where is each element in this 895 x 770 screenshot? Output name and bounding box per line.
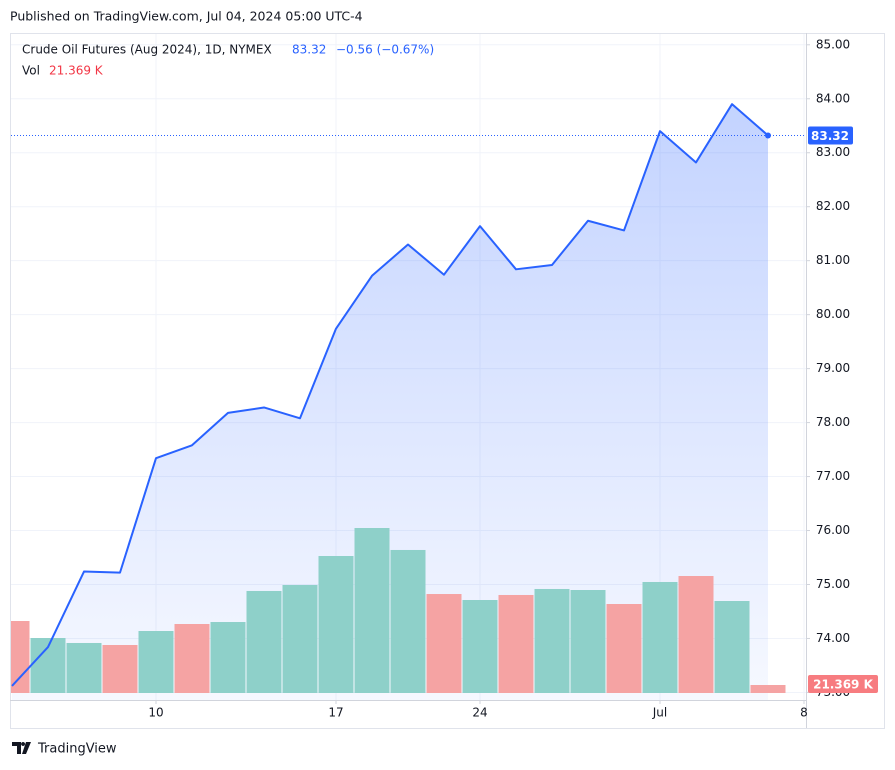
volume-bar [462, 599, 498, 693]
price-line [11, 103, 769, 687]
axes: 73.0074.0075.0076.0077.0078.0079.0080.00… [148, 37, 878, 720]
chart-border [10, 33, 885, 729]
volume-bar [66, 642, 102, 693]
y-tick-label: 74.00 [816, 631, 850, 645]
legend-change: −0.56 (−0.67%) [336, 43, 434, 57]
y-tick-label: 78.00 [816, 415, 850, 429]
published-note: Published on TradingView.com, Jul 04, 20… [10, 9, 363, 24]
last-price-dot [765, 132, 771, 139]
volume-bar [174, 623, 210, 693]
y-tick-label: 85.00 [816, 37, 850, 51]
plot-area [11, 103, 806, 700]
last-price-label: 83.32 [811, 129, 849, 143]
y-tick-label: 76.00 [816, 523, 850, 537]
legend-vol-name: Vol [22, 64, 40, 78]
y-tick-label: 80.00 [816, 307, 850, 321]
volume-bar [426, 594, 462, 693]
volume-bar [606, 604, 642, 693]
volume-bar [714, 601, 750, 693]
volume-bar [246, 590, 282, 693]
y-tick-label: 81.00 [816, 253, 850, 267]
volume-bar [210, 622, 246, 693]
x-tick-label: Jul [652, 706, 667, 720]
legend-last-price: 83.32 [292, 43, 326, 57]
volume-bar [642, 581, 678, 693]
y-tick-label: 79.00 [816, 361, 850, 375]
volume-bar [570, 590, 606, 693]
y-tick-label: 82.00 [816, 199, 850, 213]
x-tick-label: 10 [148, 706, 163, 720]
volume-bar [534, 588, 570, 693]
last-price-badge [808, 126, 853, 145]
volume-badge-label: 21.369 K [813, 677, 873, 691]
volume-bar [390, 549, 426, 693]
volume-bar [498, 594, 534, 693]
volume-bar [11, 621, 30, 693]
volume-bar [102, 645, 138, 693]
price-area [12, 104, 768, 700]
volume-bar [750, 684, 786, 693]
volume-bar [354, 528, 390, 693]
x-tick-label: 8 [800, 706, 808, 720]
y-tick-label: 83.00 [816, 145, 850, 159]
volume-bar [138, 630, 174, 693]
volume-badge [808, 674, 878, 693]
y-tick-label: 77.00 [816, 469, 850, 483]
volume-bar [282, 584, 318, 693]
legend-title: Crude Oil Futures (Aug 2024), 1D, NYMEX [22, 43, 272, 57]
y-tick-label: 84.00 [816, 91, 850, 105]
brand-name: TradingView [37, 742, 117, 757]
y-tick-label: 75.00 [816, 577, 850, 591]
legend-vol-value: 21.369 K [49, 64, 104, 78]
x-tick-label: 17 [328, 706, 343, 720]
brand-logo [12, 742, 31, 754]
volume-bar [678, 575, 714, 693]
volume-bar [318, 556, 354, 693]
x-tick-label: 24 [472, 706, 487, 720]
